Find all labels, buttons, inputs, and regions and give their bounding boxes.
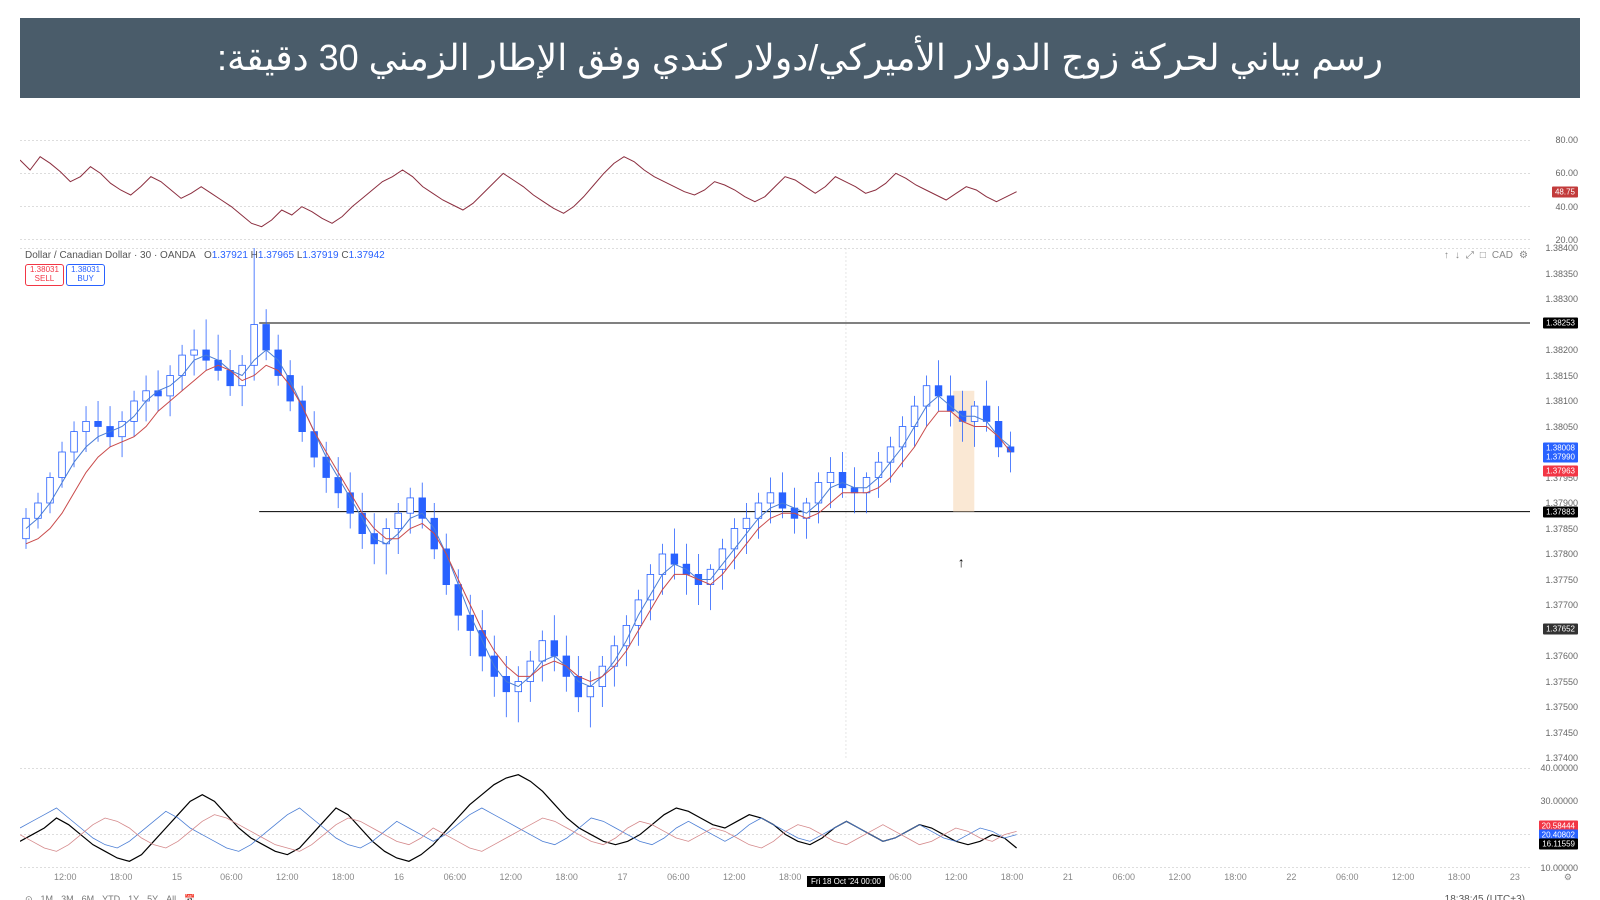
time-tick: 12:00 (1168, 872, 1191, 882)
time-tick: 21 (1063, 872, 1073, 882)
time-tick: 06:00 (667, 872, 690, 882)
chart-title-bar: رسم بياني لحركة زوج الدولار الأميركي/دول… (20, 18, 1580, 98)
time-tick: 06:00 (1113, 872, 1136, 882)
time-tick: 17 (617, 872, 627, 882)
time-tick: 12:00 (54, 872, 77, 882)
range-button[interactable]: ⊙ (25, 894, 33, 900)
annotation-arrow: ↑ (958, 554, 965, 570)
range-button[interactable]: YTD (102, 894, 120, 900)
time-chip: Fri 18 Oct '24 00:00 (807, 876, 885, 887)
time-tick: 12:00 (1392, 872, 1415, 882)
calendar-icon[interactable]: 📅 (184, 894, 195, 900)
rsi-panel[interactable]: 20.0040.0060.0080.0048.75 (20, 140, 1580, 240)
dmi-y-axis: 10.0000020.0000030.0000040.0000020.58444… (1530, 768, 1580, 868)
chart-title: رسم بياني لحركة زوج الدولار الأميركي/دول… (217, 37, 1383, 79)
rsi-y-axis: 20.0040.0060.0080.0048.75 (1530, 140, 1580, 240)
dmi-panel[interactable]: 10.0000020.0000030.0000040.0000020.58444… (20, 768, 1580, 868)
range-button[interactable]: All (166, 894, 176, 900)
time-tick: 16 (394, 872, 404, 882)
time-tick: 18:00 (1448, 872, 1471, 882)
time-axis[interactable]: 12:00 18:00 15 06:00 12:00 18:00 16 06:00 12:00 1… (20, 870, 1580, 888)
time-tick: 06:00 (1336, 872, 1359, 882)
range-button[interactable]: 1M (41, 894, 54, 900)
time-tick: 18:00 (779, 872, 802, 882)
time-tick: 18:00 (555, 872, 578, 882)
time-tick: 18:00 (110, 872, 133, 882)
dmi-plot (20, 768, 1530, 868)
price-panel[interactable]: Dollar / Canadian Dollar · 30 · OANDA O1… (20, 248, 1580, 758)
footer-bar: ⊙ 1M 3M 6M YTD 1Y 5Y All 📅 18:38:45 (UTC+3) (20, 890, 1580, 900)
time-tick: 23 (1510, 872, 1520, 882)
range-button[interactable]: 6M (82, 894, 95, 900)
gear-icon[interactable]: ⚙ (1564, 872, 1572, 883)
time-tick: 15 (172, 872, 182, 882)
time-tick: 18:00 (1001, 872, 1024, 882)
time-tick: 12:00 (499, 872, 522, 882)
time-tick: 06:00 (889, 872, 912, 882)
price-y-axis: 1.374001.374501.375001.375501.376001.376… (1530, 248, 1580, 758)
time-tick: 06:00 (220, 872, 243, 882)
chart-body: 20.0040.0060.0080.0048.75 Dollar / Canad… (20, 140, 1580, 880)
time-tick: 12:00 (723, 872, 746, 882)
time-tick: 18:00 (332, 872, 355, 882)
time-tick: 12:00 (945, 872, 968, 882)
range-button[interactable]: 1Y (128, 894, 139, 900)
range-button[interactable]: 5Y (147, 894, 158, 900)
range-button[interactable]: 3M (61, 894, 74, 900)
price-plot (20, 248, 1530, 758)
time-tick: 12:00 (276, 872, 299, 882)
range-selector: ⊙ 1M 3M 6M YTD 1Y 5Y All 📅 (25, 894, 195, 900)
rsi-plot (20, 140, 1530, 240)
clock: 18:38:45 (UTC+3) (1445, 894, 1525, 900)
time-tick: 06:00 (444, 872, 467, 882)
time-tick: 22 (1286, 872, 1296, 882)
time-tick: 18:00 (1224, 872, 1247, 882)
page-root: رسم بياني لحركة زوج الدولار الأميركي/دول… (0, 0, 1600, 900)
